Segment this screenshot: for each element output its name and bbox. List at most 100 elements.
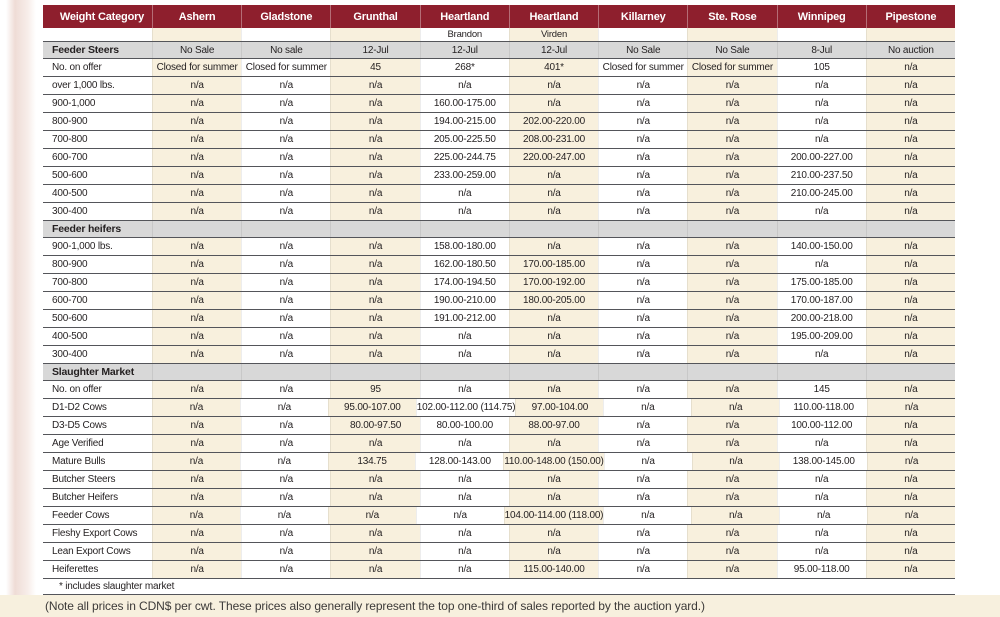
column-header: Killarney: [598, 5, 687, 28]
price-cell: n/a: [598, 471, 687, 488]
price-cell: n/a: [330, 310, 420, 327]
price-cell: n/a: [598, 543, 687, 560]
price-cell: n/a: [330, 274, 420, 291]
price-cell: n/a: [598, 346, 687, 363]
price-cell: n/a: [330, 346, 420, 363]
price-cell: n/a: [779, 507, 867, 524]
price-cell: n/a: [241, 113, 330, 130]
sale-date-cell: [419, 221, 509, 237]
row-label: 400-500: [52, 331, 88, 342]
price-cell: n/a: [776, 131, 866, 148]
price-cell: 401*: [508, 59, 599, 76]
mart-sublabel: [687, 28, 777, 41]
column-header: Ste. Rose: [687, 5, 776, 28]
price-cell: n/a: [241, 435, 330, 452]
column-header: Heartland: [419, 5, 509, 28]
table-row: Age Verified n/a n/a n/a n/a n/a n/a n/a n/a n/a: [43, 434, 955, 452]
price-cell: n/a: [419, 489, 509, 506]
row-label: 300-400: [52, 206, 88, 217]
price-cell: 194.00-215.00: [419, 113, 509, 130]
price-cell: n/a: [865, 256, 955, 273]
row-label: over 1,000 lbs.: [52, 80, 115, 91]
price-cell: n/a: [865, 381, 955, 398]
price-cell: n/a: [241, 203, 330, 220]
price-cell: n/a: [598, 238, 687, 255]
row-label: 500-600: [52, 170, 88, 181]
table-row: over 1,000 lbs. n/a n/a n/a n/a n/a n/a n/a n/a n…: [43, 76, 955, 94]
price-cell: n/a: [330, 489, 420, 506]
price-cell: n/a: [241, 292, 330, 309]
row-label: 800-900: [52, 116, 88, 127]
column-header: Heartland: [508, 5, 598, 28]
price-cell: n/a: [598, 561, 687, 578]
price-cell: n/a: [598, 310, 687, 327]
row-label: 900-1,000 lbs.: [52, 241, 113, 252]
price-cell: 233.00-259.00: [419, 167, 509, 184]
table-row: 900-1,000 n/a n/a n/a 160.00-175.00 n/a n/a n/a…: [43, 94, 955, 112]
row-label: Feeder Cows: [52, 510, 110, 521]
price-cell: n/a: [152, 471, 242, 488]
section-label: Slaughter Market: [52, 366, 134, 378]
sale-date-cell: [152, 221, 241, 237]
price-cell: 180.00-205.00: [508, 292, 599, 309]
price-cell: n/a: [330, 525, 420, 542]
price-cell: n/a: [419, 525, 509, 542]
price-cell: n/a: [330, 131, 420, 148]
price-cell: Closed for summer: [152, 59, 242, 76]
price-cell: n/a: [598, 328, 687, 345]
row-label: D3-D5 Cows: [52, 420, 107, 431]
price-cell: n/a: [687, 328, 777, 345]
price-cell: n/a: [776, 77, 866, 94]
price-cell: 170.00-192.00: [508, 274, 599, 291]
sale-date-cell: [330, 364, 419, 380]
price-cell: n/a: [508, 435, 599, 452]
price-cell: n/a: [152, 292, 242, 309]
table-row: No. on offer n/a n/a 95 n/a n/a n/a n/a 145 n/a: [43, 380, 955, 398]
table-row: 500-600 n/a n/a n/a 191.00-212.00 n/a n/a n/a 20…: [43, 309, 955, 327]
price-cell: n/a: [687, 381, 777, 398]
price-cell: n/a: [152, 435, 242, 452]
price-cell: n/a: [241, 471, 330, 488]
price-cell: 115.00-140.00: [508, 561, 599, 578]
price-cell: n/a: [152, 453, 240, 470]
price-cell: n/a: [776, 543, 866, 560]
price-cell: n/a: [598, 292, 687, 309]
sale-date-cell: [776, 364, 866, 380]
price-cell: n/a: [865, 417, 955, 434]
price-cell: n/a: [687, 203, 777, 220]
price-cell: 200.00-227.00: [776, 149, 866, 166]
price-cell: n/a: [241, 310, 330, 327]
price-cell: n/a: [865, 77, 955, 94]
price-cell: n/a: [241, 95, 330, 112]
sale-date-cell: 12-Jul: [330, 42, 419, 58]
price-cell: n/a: [865, 292, 955, 309]
table-row: No. on offer Closed for summer Closed for …: [43, 58, 955, 76]
row-label: 400-500: [52, 188, 88, 199]
price-cell: n/a: [419, 328, 509, 345]
price-cell: n/a: [598, 131, 687, 148]
price-cell: n/a: [419, 543, 509, 560]
table-row: 700-800 n/a n/a n/a 174.00-194.50 170.00-192.…: [43, 273, 955, 291]
price-cell: n/a: [598, 489, 687, 506]
price-cell: n/a: [687, 113, 777, 130]
row-label: No. on offer: [52, 384, 102, 395]
price-cell: Closed for summer: [598, 59, 687, 76]
price-cell: 175.00-185.00: [776, 274, 866, 291]
price-cell: n/a: [508, 381, 599, 398]
sale-date-cell: [508, 221, 598, 237]
price-cell: n/a: [865, 346, 955, 363]
price-cell: 158.00-180.00: [419, 238, 509, 255]
price-cell: n/a: [865, 561, 955, 578]
price-cell: 104.00-114.00 (118.00): [503, 507, 604, 524]
price-cell: n/a: [419, 561, 509, 578]
section-row: Feeder heifers: [43, 220, 955, 237]
price-cell: n/a: [776, 256, 866, 273]
price-cell: 208.00-231.00: [508, 131, 599, 148]
price-cell: n/a: [152, 346, 242, 363]
price-cell: n/a: [867, 507, 955, 524]
price-cell: n/a: [598, 203, 687, 220]
price-cell: n/a: [865, 149, 955, 166]
sale-date-cell: [687, 364, 776, 380]
row-label: Mature Bulls: [52, 456, 106, 467]
price-cell: n/a: [241, 185, 330, 202]
